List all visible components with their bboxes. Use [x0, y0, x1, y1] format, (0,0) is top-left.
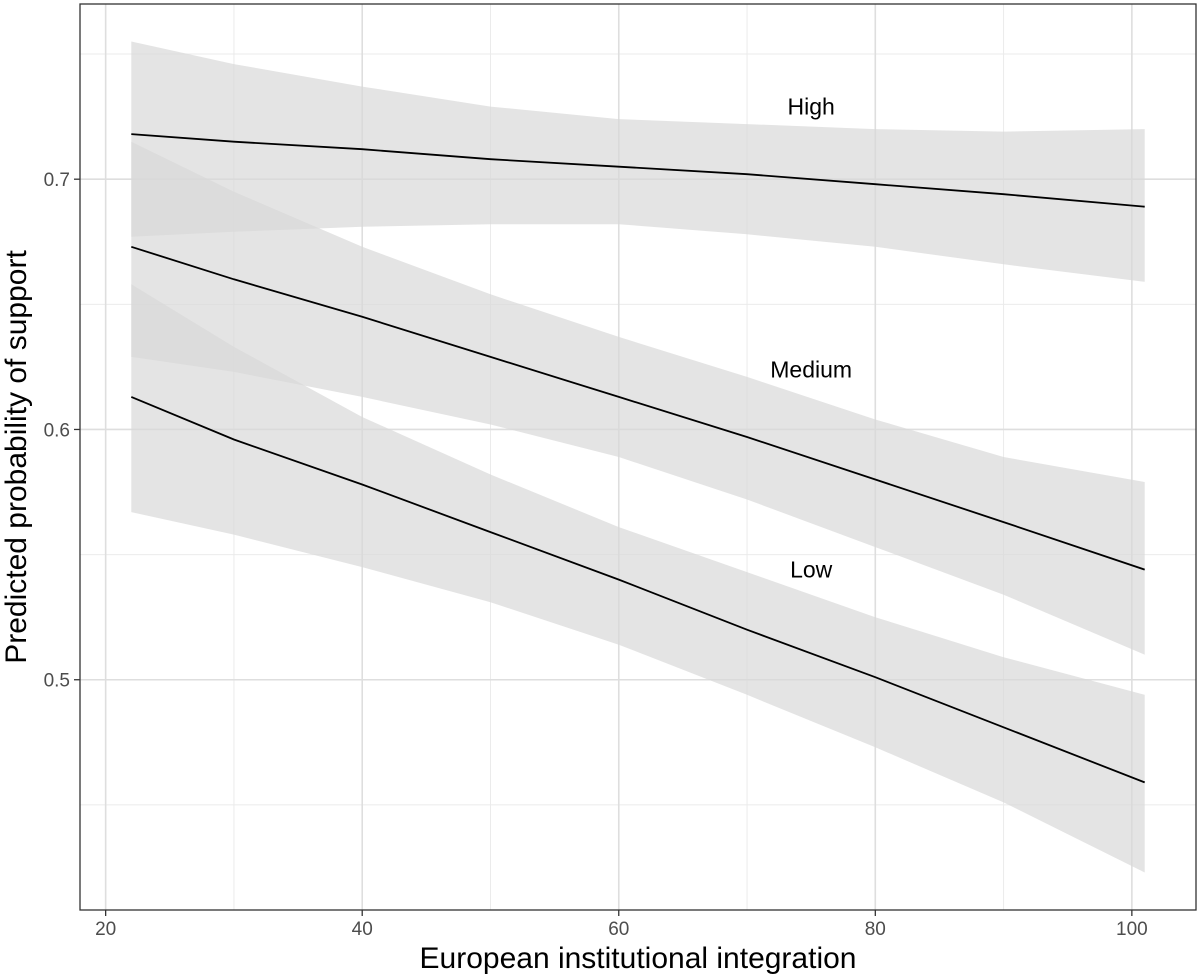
confidence-band-high	[131, 41, 1145, 282]
series-labels: High Medium Low	[770, 94, 852, 583]
y-tick-label: 0.7	[44, 170, 70, 191]
plot-border	[79, 3, 1197, 911]
series-line-low	[130, 396, 1146, 784]
y-tick-label: 0.5	[44, 671, 70, 692]
x-tick-label: 100	[1116, 919, 1148, 940]
y-tick-label: 0.6	[44, 420, 70, 441]
y-axis-title: Predicted probability of support	[0, 250, 33, 664]
series-label-medium: Medium	[770, 356, 852, 382]
series-lines	[130, 133, 1146, 784]
x-tick-label: 80	[865, 919, 886, 940]
axis-ticks: 20 40 60 80 100 0.5 0.6 0.7	[44, 170, 1148, 940]
series-line-high	[131, 133, 1145, 208]
x-tick-label: 60	[608, 919, 629, 940]
series-line-medium	[131, 245, 1145, 571]
confidence-band-low	[131, 284, 1145, 873]
x-tick-label: 40	[352, 919, 373, 940]
series-label-low: Low	[790, 557, 833, 583]
confidence-band-medium	[131, 141, 1145, 655]
x-tick-label: 20	[95, 919, 116, 940]
x-axis-title: European institutional integration	[420, 942, 857, 975]
confidence-bands	[131, 41, 1145, 873]
series-label-high: High	[788, 94, 835, 120]
